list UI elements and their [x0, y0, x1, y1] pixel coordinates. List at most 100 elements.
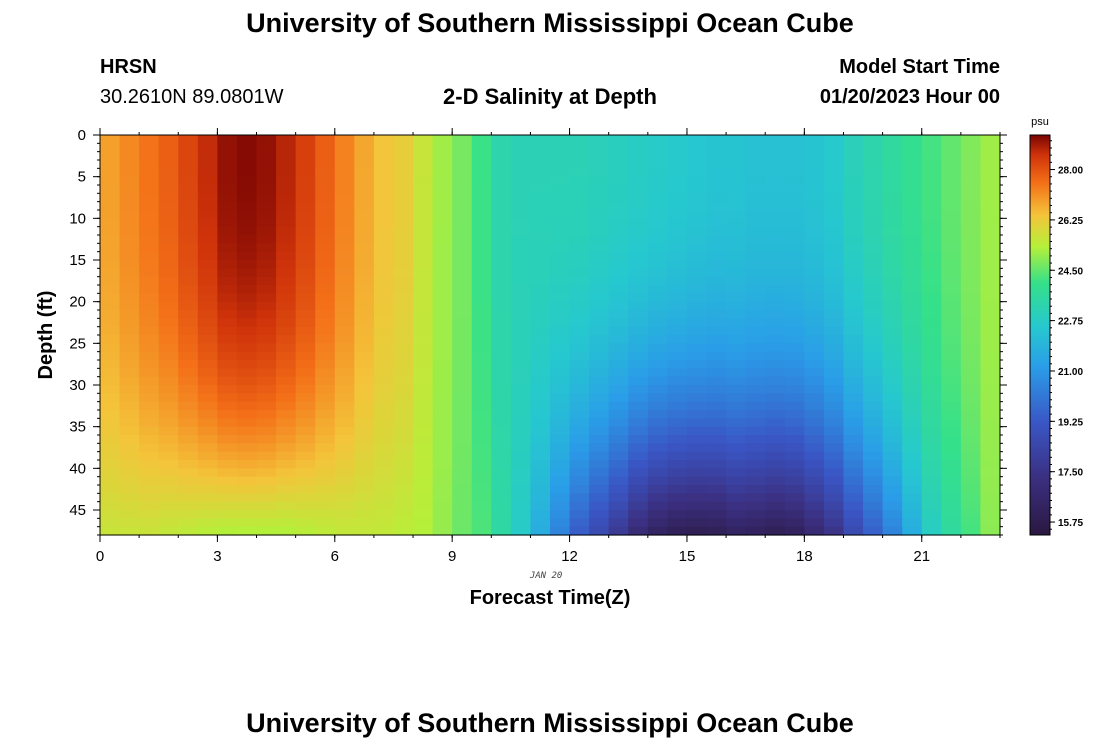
- heatmap-cell: [647, 426, 668, 436]
- heatmap-cell: [628, 343, 649, 353]
- heatmap-cell: [236, 310, 258, 319]
- heatmap-cell: [706, 460, 727, 469]
- heatmap-cell: [784, 276, 805, 286]
- heatmap-cell: [569, 518, 590, 528]
- heatmap-cell: [471, 168, 492, 178]
- heatmap-cell: [491, 335, 512, 344]
- heatmap-cell: [432, 185, 453, 194]
- heatmap-cell: [354, 443, 375, 453]
- heatmap-cell: [960, 301, 982, 311]
- heatmap-cell: [139, 143, 160, 153]
- heatmap-cell: [256, 493, 277, 503]
- heatmap-cell: [608, 201, 629, 211]
- heatmap-cell: [843, 468, 864, 478]
- heatmap-cell: [315, 243, 336, 253]
- heatmap-cell: [726, 526, 747, 536]
- heatmap-cell: [686, 268, 708, 278]
- heatmap-cell: [491, 251, 512, 261]
- heatmap-cell: [491, 351, 512, 361]
- heatmap-cell: [236, 510, 258, 519]
- heatmap-cell: [315, 276, 336, 286]
- heatmap-cell: [726, 318, 747, 328]
- heatmap-cell: [452, 343, 473, 353]
- heatmap-cell: [686, 510, 708, 519]
- heatmap-cell: [745, 485, 766, 494]
- heatmap-cell: [354, 168, 375, 178]
- heatmap-cell: [491, 268, 512, 278]
- heatmap-cell: [628, 326, 649, 336]
- heatmap-cell: [941, 218, 962, 228]
- heatmap-cell: [373, 343, 395, 353]
- heatmap-cell: [354, 435, 375, 444]
- heatmap-cell: [236, 526, 258, 536]
- heatmap-cell: [530, 218, 551, 228]
- heatmap-cell: [980, 193, 1001, 203]
- heatmap-cell: [393, 301, 414, 311]
- heatmap-cell: [315, 268, 336, 278]
- heatmap-cell: [452, 143, 473, 153]
- heatmap-cell: [960, 151, 982, 161]
- heatmap-cell: [393, 268, 414, 278]
- heatmap-cell: [686, 376, 708, 386]
- heatmap-cell: [550, 518, 571, 528]
- heatmap-cell: [569, 376, 590, 386]
- heatmap-cell: [432, 526, 453, 536]
- heatmap-cell: [667, 168, 688, 178]
- heatmap-cell: [354, 293, 375, 303]
- heatmap-cell: [393, 143, 414, 153]
- heatmap-cell: [256, 143, 277, 153]
- heatmap-cell: [902, 260, 923, 269]
- heatmap-cell: [628, 318, 649, 328]
- heatmap-cell: [647, 526, 668, 536]
- heatmap-cell: [315, 210, 336, 219]
- heatmap-cell: [413, 160, 434, 169]
- heatmap-cell: [902, 243, 923, 253]
- heatmap-cell: [941, 185, 962, 194]
- heatmap-cell: [373, 193, 395, 203]
- heatmap-cell: [921, 168, 942, 178]
- heatmap-cell: [510, 185, 532, 194]
- heatmap-cell: [276, 276, 297, 286]
- heatmap-cell: [432, 510, 453, 519]
- heatmap-cell: [726, 476, 747, 486]
- heatmap-cell: [804, 201, 825, 211]
- heatmap-cell: [100, 335, 121, 344]
- heatmap-cell: [119, 201, 140, 211]
- heatmap-cell: [882, 168, 903, 178]
- heatmap-cell: [530, 276, 551, 286]
- heatmap-cell: [980, 460, 1001, 469]
- heatmap-cell: [393, 310, 414, 319]
- heatmap-cell: [863, 143, 884, 153]
- heatmap-cell: [608, 368, 629, 378]
- heatmap-cell: [706, 160, 727, 169]
- heatmap-cell: [569, 185, 590, 194]
- heatmap-cell: [902, 393, 923, 403]
- heatmap-cell: [413, 451, 434, 461]
- heatmap-cell: [197, 393, 218, 403]
- heatmap-cell: [334, 160, 355, 169]
- heatmap-cell: [530, 326, 551, 336]
- heatmap-cell: [589, 401, 610, 411]
- heatmap-cell: [960, 351, 982, 361]
- heatmap-cell: [354, 260, 375, 269]
- heatmap-cell: [589, 460, 610, 469]
- heatmap-cell: [491, 260, 512, 269]
- heatmap-cell: [197, 335, 218, 344]
- heatmap-cell: [980, 476, 1001, 486]
- heatmap-cell: [784, 360, 805, 369]
- heatmap-cell: [295, 210, 316, 219]
- heatmap-cell: [765, 485, 786, 494]
- heatmap-cell: [510, 401, 532, 411]
- heatmap-cell: [452, 418, 473, 428]
- heatmap-cell: [726, 493, 747, 503]
- heatmap-cell: [823, 518, 845, 528]
- heatmap-cell: [647, 210, 668, 219]
- heatmap-cell: [158, 335, 179, 344]
- heatmap-cell: [882, 218, 903, 228]
- heatmap-cell: [158, 143, 179, 153]
- heatmap-cell: [530, 518, 551, 528]
- heatmap-cell: [823, 301, 845, 311]
- heatmap-cell: [863, 210, 884, 219]
- heatmap-cell: [628, 293, 649, 303]
- heatmap-cell: [589, 526, 610, 536]
